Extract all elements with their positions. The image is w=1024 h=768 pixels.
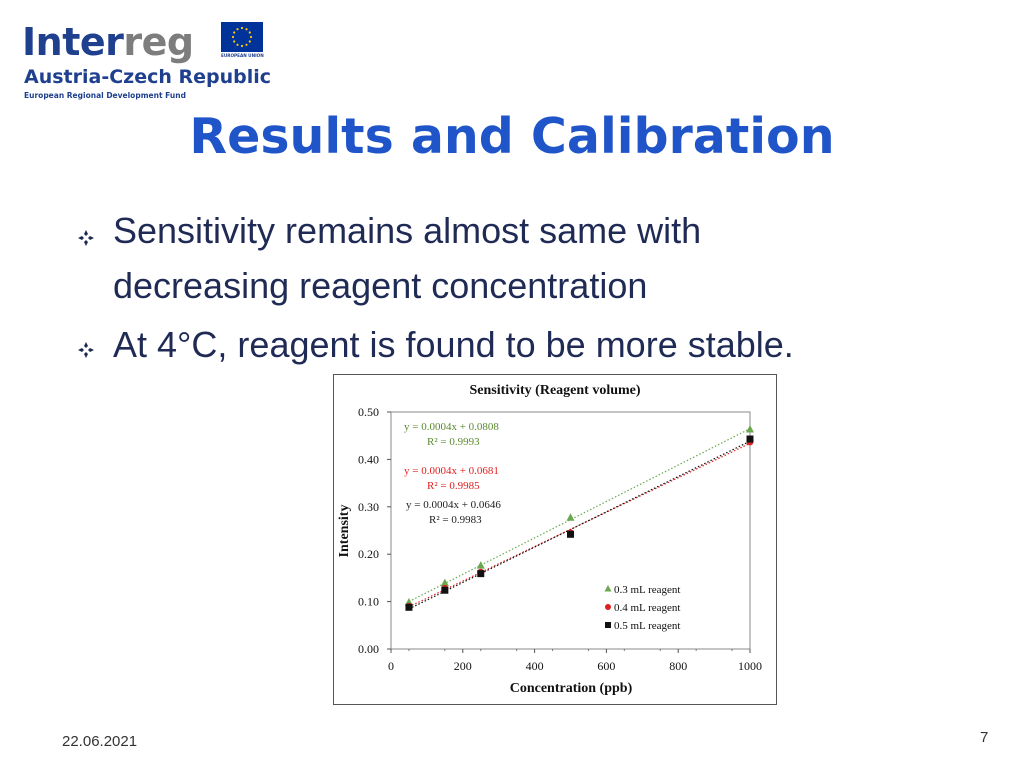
eu-star (233, 40, 236, 43)
slide-date: 22.06.2021 (62, 733, 138, 750)
trendline-r-squared: R² = 0.9985 (427, 480, 480, 492)
eu-star (245, 43, 248, 46)
eu-star (236, 28, 239, 31)
trendline-square (408, 440, 751, 610)
eu-star (248, 40, 251, 43)
legend-label: 0.5 mL reagent (614, 620, 680, 632)
legend-marker-circle (605, 604, 611, 610)
x-tick-label: 1000 (738, 659, 762, 673)
data-point-triangle (566, 513, 575, 521)
eu-star (249, 35, 253, 39)
y-tick-label: 0.50 (358, 405, 379, 419)
y-tick-label: 0.30 (358, 500, 379, 514)
page-number: 7 (980, 729, 989, 746)
legend-label: 0.4 mL reagent (614, 602, 680, 614)
page-title: Results and Calibration (189, 108, 835, 165)
data-point-square (567, 530, 574, 538)
chart-svg: Sensitivity (Reagent volume) Concentrati… (337, 383, 762, 696)
y-axis-label: Intensity (337, 505, 352, 558)
sensitivity-chart: Sensitivity (Reagent volume) Concentrati… (333, 374, 777, 705)
x-tick-label: 400 (526, 659, 544, 673)
bullet-1-line-1: Sensitivity remains almost same with (113, 210, 702, 251)
trendline-r-squared: R² = 0.9993 (427, 436, 480, 448)
eu-star (248, 31, 251, 34)
data-point-triangle (746, 425, 754, 433)
trendline-r-squared: R² = 0.9983 (429, 514, 482, 526)
logo-region: Austria-Czech Republic (24, 66, 272, 88)
y-tick-label: 0.20 (358, 547, 379, 561)
data-point-triangle (440, 578, 449, 587)
x-axis-label: Concentration (ppb) (510, 681, 633, 696)
trendline-triangle (408, 428, 751, 603)
eu-star (240, 26, 244, 30)
bullet-2-line-1: At 4°C, reagent is found to be more stab… (113, 324, 794, 365)
data-point-square (405, 603, 413, 611)
trendline-equation: y = 0.0004x + 0.0681 (404, 465, 499, 477)
eu-flag-icon (221, 22, 263, 52)
chart-title: Sensitivity (Reagent volume) (469, 383, 640, 398)
x-tick-label: 600 (597, 659, 615, 673)
x-tick-label: 200 (454, 659, 472, 673)
logo-fund: European Regional Development Fund (24, 91, 186, 100)
eu-star (245, 28, 248, 31)
y-tick-label: 0.40 (358, 452, 379, 466)
eu-caption: EUROPEAN UNION (221, 53, 264, 58)
data-point-square (746, 435, 754, 443)
data-point-square (477, 570, 485, 578)
data-point-square (441, 586, 449, 594)
eu-star (236, 43, 239, 46)
y-tick-label: 0.10 (358, 595, 379, 609)
trendline-equation: y = 0.0004x + 0.0808 (404, 421, 499, 433)
plot-area (390, 411, 751, 650)
legend-marker-triangle (604, 585, 612, 592)
eu-star (231, 35, 235, 39)
data-point-triangle (476, 561, 485, 569)
y-tick-label: 0.00 (358, 642, 379, 656)
diamond-bullet-icon (78, 230, 94, 246)
bullet-1-line-2: decreasing reagent concentration (113, 265, 648, 306)
legend-marker-square (605, 622, 611, 628)
logo-wordmark: Interreg (22, 20, 194, 64)
x-tick-label: 800 (669, 659, 687, 673)
eu-star (240, 44, 244, 48)
eu-star (233, 31, 236, 34)
interreg-logo: Interreg Austria-Czech Republic European… (22, 20, 272, 105)
diamond-bullet-icon (78, 342, 94, 358)
x-tick-label: 0 (388, 659, 394, 673)
trendline-equation: y = 0.0004x + 0.0646 (406, 499, 501, 511)
legend-label: 0.3 mL reagent (614, 584, 680, 596)
